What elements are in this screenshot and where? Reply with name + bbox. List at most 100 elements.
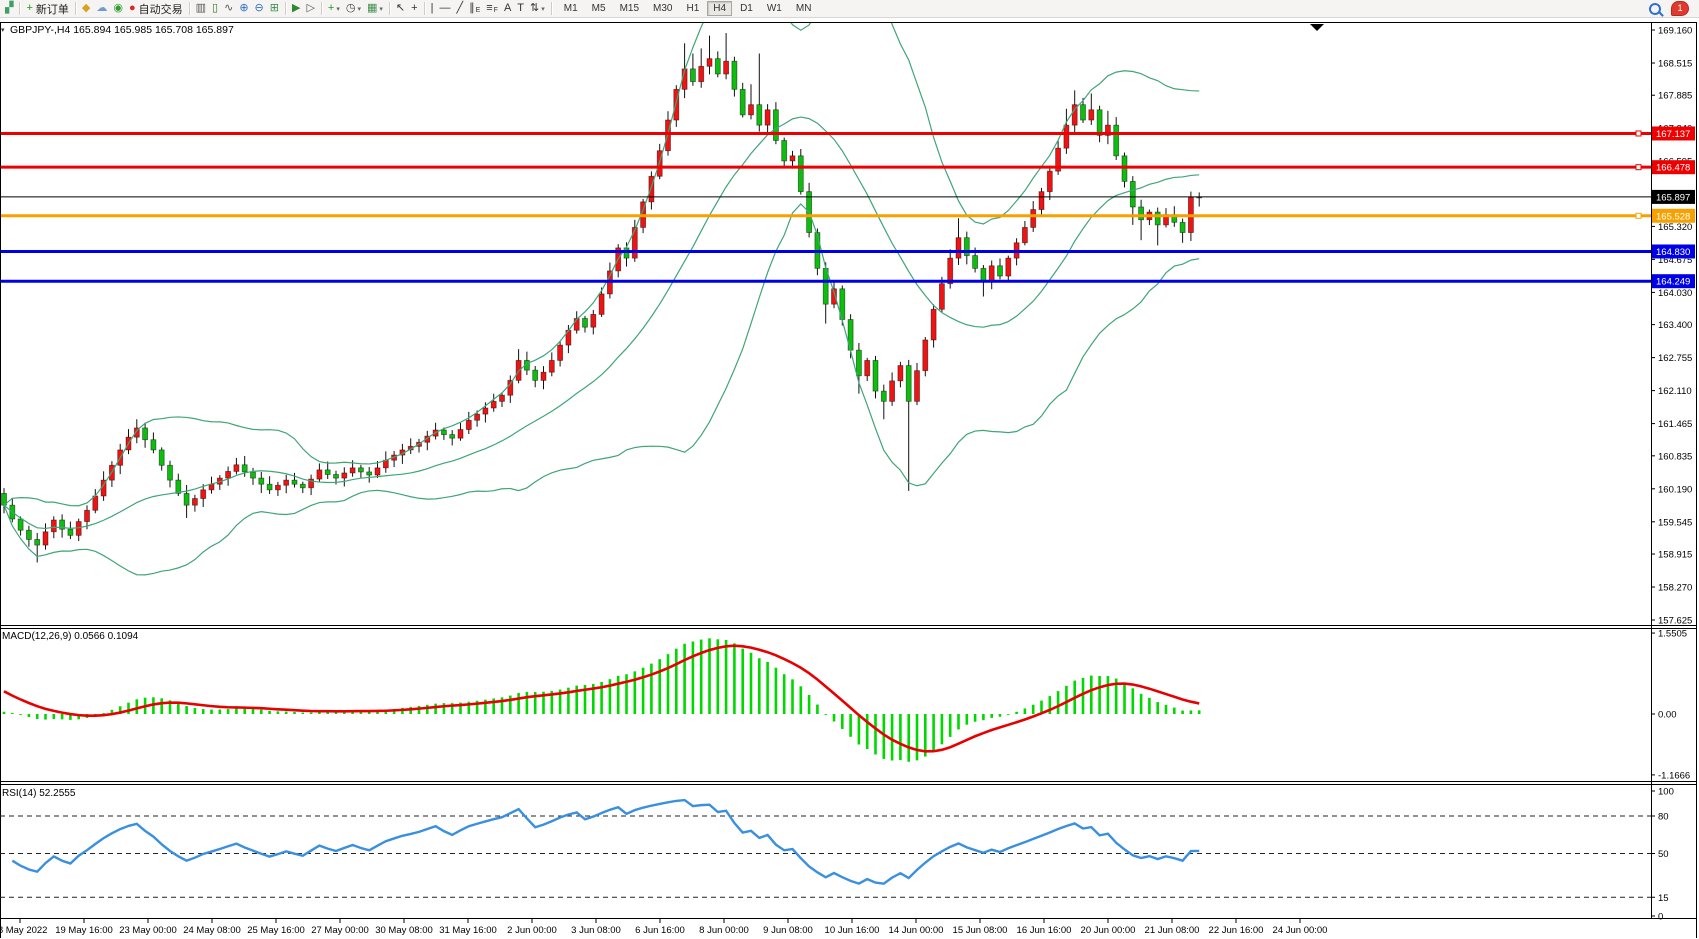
candle-bear bbox=[333, 474, 339, 479]
macd-histogram-bar bbox=[849, 714, 852, 737]
text-label-icon[interactable]: T bbox=[514, 1, 527, 16]
timeframe-m15-button[interactable]: M15 bbox=[619, 3, 640, 14]
candle-bull bbox=[955, 237, 962, 259]
fibonacci-icon[interactable]: ≡ F bbox=[483, 1, 501, 16]
auto-scroll-icon[interactable]: ▶ bbox=[289, 1, 303, 16]
timeframe-w1-button[interactable]: W1 bbox=[766, 3, 782, 14]
line-chart-mode-icon[interactable]: ∿ bbox=[221, 1, 236, 16]
candle-bull bbox=[374, 467, 381, 476]
charts-cloud-icon: ☁ bbox=[96, 2, 108, 14]
arrows-icon-dropdown[interactable]: ▾ bbox=[541, 5, 545, 13]
candle-bull bbox=[831, 288, 837, 305]
timeframe-group: M1 M5 M15 M30 H1 H4 D1 W1 MN bbox=[557, 1, 819, 16]
candle-bear bbox=[739, 88, 746, 116]
periods-icon[interactable]: ◷ ▾ bbox=[343, 1, 364, 16]
text-icon[interactable]: A bbox=[501, 1, 514, 16]
macd-histogram-bar bbox=[641, 667, 645, 714]
cursor-icon[interactable]: ↖ bbox=[393, 1, 408, 16]
macd-histogram-bar bbox=[882, 714, 886, 759]
timeframe-m30-button[interactable]: M30 bbox=[653, 3, 673, 14]
candle-bull bbox=[673, 88, 680, 121]
macd-histogram-bar bbox=[2, 711, 6, 714]
zoom-in-icon[interactable]: ⊕ bbox=[236, 1, 251, 16]
new-order-button-label: 新订单 bbox=[35, 3, 69, 16]
macd-histogram-bar bbox=[177, 702, 180, 714]
periods-icon-dropdown[interactable]: ▾ bbox=[357, 5, 361, 13]
crosshair-icon[interactable]: + bbox=[408, 1, 420, 16]
macd-histogram-bar bbox=[467, 701, 471, 714]
candle-bear bbox=[856, 349, 862, 377]
macd-histogram-bar bbox=[533, 691, 537, 714]
horizontal-line-icon: — bbox=[439, 2, 451, 14]
macd-histogram-bar bbox=[77, 714, 80, 720]
candle-bull bbox=[789, 155, 796, 162]
macd-histogram-bar bbox=[650, 663, 653, 714]
timeframe-m5-button[interactable]: M5 bbox=[591, 3, 606, 14]
search-icon[interactable] bbox=[1649, 2, 1661, 15]
timeframe-d1-button[interactable]: D1 bbox=[740, 3, 753, 14]
notifications-badge[interactable]: 1 bbox=[1671, 1, 1689, 16]
chart-shift-icon[interactable]: ▷ bbox=[303, 1, 317, 16]
new-order-button[interactable]: + 新订单 bbox=[23, 1, 71, 16]
candle-bull bbox=[482, 407, 489, 415]
macd-histogram-bar bbox=[832, 714, 836, 722]
macd-histogram-bar bbox=[19, 714, 22, 715]
toolbar-separator bbox=[74, 2, 76, 15]
toolbar-separator bbox=[423, 2, 425, 15]
arrows-icon[interactable]: ⇅ ▾ bbox=[527, 1, 548, 16]
hline-price-label-text: 167.137 bbox=[1656, 129, 1690, 140]
chart-shift-marker[interactable] bbox=[1310, 24, 1324, 31]
chart-shift-icon: ▷ bbox=[306, 2, 315, 14]
timeframe-m1-button[interactable]: M1 bbox=[563, 3, 578, 14]
time-label: 3 Jun 08:00 bbox=[571, 925, 621, 936]
tile-windows-icon[interactable]: ⊞ bbox=[267, 1, 282, 16]
hline-handle[interactable] bbox=[1635, 164, 1642, 171]
zoom-out-icon[interactable]: ⊖ bbox=[252, 1, 267, 16]
symbol-marker-icon: ▾ bbox=[1, 27, 5, 34]
timeframe-h4-button[interactable]: H4 bbox=[707, 1, 733, 16]
vertical-line-icon[interactable]: | bbox=[428, 1, 437, 16]
bar-chart-mode-icon[interactable]: ▥ bbox=[193, 1, 209, 16]
indicators-icon: + bbox=[327, 2, 335, 14]
candle-bear bbox=[880, 390, 887, 402]
candle-bull bbox=[590, 313, 597, 328]
horizontal-line-icon[interactable]: — bbox=[436, 1, 453, 16]
candle-bull bbox=[75, 521, 82, 536]
toolbar-separator bbox=[188, 2, 190, 15]
indicators-icon[interactable]: + ▾ bbox=[325, 1, 343, 16]
indicators-icon-dropdown[interactable]: ▾ bbox=[336, 5, 340, 13]
macd-histogram-bar bbox=[915, 714, 919, 761]
trendline-icon[interactable]: ╱ bbox=[453, 1, 466, 16]
candle-bear bbox=[142, 427, 149, 441]
candle-bull bbox=[947, 257, 954, 285]
profile-icon[interactable]: ◆ bbox=[79, 1, 93, 16]
candle-bear bbox=[1096, 109, 1103, 136]
timeframe-h1-button[interactable]: H1 bbox=[686, 3, 700, 14]
hline-price-label bbox=[1652, 244, 1695, 259]
price-tick-label: 163.400 bbox=[1658, 320, 1692, 331]
candle-bear bbox=[1154, 211, 1161, 226]
macd-histogram-bar bbox=[293, 711, 296, 714]
charts-cloud-icon[interactable]: ☁ bbox=[93, 1, 110, 16]
templates-icon-dropdown[interactable]: ▾ bbox=[379, 5, 383, 13]
macd-histogram-bar bbox=[658, 659, 661, 714]
autotrading-button[interactable]: ● 自动交易 bbox=[126, 1, 186, 16]
macd-histogram-bar bbox=[699, 639, 703, 714]
toolbar: ▞ + 新订单 ◆ ☁ ◉ ● 自动交易 ▥ ▯ ∿ ⊕ ⊖ ⊞ ▶ ▷ + ▾ ◷ ▾ ▦ ▾ ↖ + | — ╱ ∥ E ≡ F A T ⇅ ▾… bbox=[0, 0, 1699, 18]
hline-handle[interactable] bbox=[1635, 130, 1642, 137]
templates-icon[interactable]: ▦ ▾ bbox=[364, 1, 386, 16]
hline-handle[interactable] bbox=[1635, 212, 1642, 219]
macd-histogram-bar bbox=[367, 710, 371, 714]
macd-histogram-bar bbox=[899, 714, 902, 761]
candle-bear bbox=[905, 365, 912, 402]
macd-histogram-bar bbox=[243, 708, 246, 714]
macd-histogram-bar bbox=[343, 711, 346, 714]
signals-icon[interactable]: ◉ bbox=[110, 1, 126, 16]
channel-icon[interactable]: ∥ E bbox=[466, 1, 483, 16]
timeframe-mn-button[interactable]: MN bbox=[795, 3, 812, 14]
candlestick-mode-icon[interactable]: ▯ bbox=[209, 1, 221, 16]
chart-window-icon[interactable]: ▞ bbox=[2, 1, 16, 16]
macd-histogram-bar bbox=[907, 714, 910, 762]
